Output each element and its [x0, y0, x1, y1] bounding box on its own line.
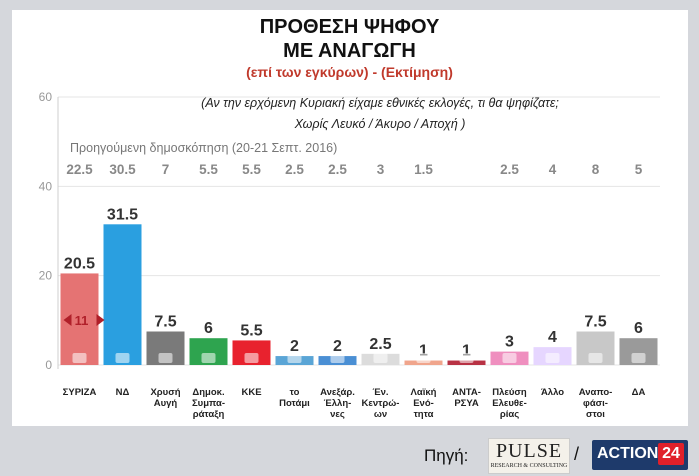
- footer: Πηγή: PULSE RESEARCH & CONSULTING / ACTI…: [0, 436, 699, 476]
- category-label: ράταξη: [193, 409, 225, 420]
- previous-value-label: 7: [162, 162, 170, 177]
- action24-logo-text: ACTION: [597, 445, 659, 462]
- value-label: 6: [634, 320, 643, 337]
- category-label: ΣΥΡΙΖΑ: [63, 387, 97, 398]
- category-label: Έλλη-: [324, 398, 352, 409]
- value-label: 2.5: [369, 336, 391, 353]
- pulse-logo-subtext: RESEARCH & CONSULTING: [490, 463, 568, 469]
- previous-value-label: 2.5: [285, 162, 304, 177]
- party-logo-icon: [373, 353, 388, 363]
- pulse-logo-text: PULSE: [495, 440, 563, 462]
- chart-title-line1: ΠΡΟΘΕΣΗ ΨΗΦΟΥ: [259, 16, 440, 38]
- category-label: ΚΚΕ: [241, 387, 261, 398]
- value-label: 5.5: [240, 322, 262, 339]
- previous-value-label: 22.5: [66, 162, 93, 177]
- previous-value-label: 8: [592, 162, 600, 177]
- action24-logo: ACTION 24: [592, 440, 688, 470]
- bar: [103, 224, 142, 365]
- previous-value-label: 30.5: [109, 162, 136, 177]
- previous-value-label: 2.5: [328, 162, 347, 177]
- party-logo-icon: [244, 353, 259, 363]
- previous-value-label: 5.5: [199, 162, 218, 177]
- category-label: ΔΑ: [632, 387, 646, 398]
- category-label: το: [290, 387, 300, 398]
- value-label: 1: [462, 343, 471, 360]
- category-label: τητα: [414, 409, 434, 420]
- y-tick-label: 0: [45, 358, 52, 372]
- previous-value-label: 5: [635, 162, 643, 177]
- previous-value-label: 2.5: [500, 162, 519, 177]
- party-logo-icon: [631, 353, 646, 363]
- party-logo-icon: [287, 353, 302, 363]
- party-logo-icon: [72, 353, 87, 363]
- previous-value-label: 4: [549, 162, 557, 177]
- gap-annotation: 11: [75, 313, 89, 328]
- value-label: 4: [548, 329, 557, 346]
- party-logo-icon: [459, 353, 474, 363]
- value-label: 1: [419, 343, 428, 360]
- value-label: 31.5: [107, 206, 138, 223]
- category-label: ΑΝΤΑ-: [452, 387, 481, 398]
- category-label: Δημοκ.: [192, 387, 224, 398]
- category-label: Ανεξάρ.: [320, 387, 355, 398]
- category-label: Ενό-: [413, 398, 434, 409]
- y-tick-label: 20: [39, 269, 53, 283]
- category-label: Συμπα-: [192, 398, 225, 409]
- category-label: Αυγή: [154, 398, 178, 409]
- category-label: Χρυσή: [150, 387, 180, 398]
- party-logo-icon: [330, 353, 345, 363]
- value-label: 7.5: [584, 314, 606, 331]
- party-logo-icon: [416, 353, 431, 363]
- category-label: νες: [330, 409, 345, 420]
- question-line2: Χωρίς Λευκό / Άκυρο / Αποχή ): [294, 117, 466, 131]
- category-label: Πλεύση: [492, 387, 527, 398]
- party-logo-icon: [545, 353, 560, 363]
- value-label: 2: [333, 338, 342, 355]
- value-label: 20.5: [64, 255, 95, 272]
- category-label: ΝΔ: [116, 387, 130, 398]
- category-label: Κεντρώ-: [362, 398, 400, 409]
- source-label: Πηγή:: [424, 446, 469, 465]
- value-label: 6: [204, 320, 213, 337]
- y-tick-label: 40: [39, 179, 53, 193]
- previous-value-label: 3: [377, 162, 385, 177]
- category-label: Ποτάμι: [279, 398, 310, 409]
- party-logo-icon: [115, 353, 130, 363]
- category-label: φάσι-: [583, 398, 608, 409]
- category-label: Έν.: [372, 387, 388, 398]
- party-logo-icon: [502, 353, 517, 363]
- category-label: στοι: [586, 409, 605, 420]
- category-label: Άλλο: [541, 387, 564, 398]
- value-label: 7.5: [154, 314, 176, 331]
- left-arrow-icon: [63, 314, 72, 326]
- value-label: 3: [505, 334, 514, 351]
- category-label: Αναπο-: [579, 387, 613, 398]
- chart-subtitle: (επί των εγκύρων) - (Εκτίμηση): [246, 64, 453, 80]
- category-label: ρίας: [500, 409, 519, 420]
- previous-value-label: 5.5: [242, 162, 261, 177]
- category-label: ΡΣΥΑ: [454, 398, 479, 409]
- category-label: ων: [374, 409, 387, 420]
- right-arrow-icon: [96, 314, 105, 326]
- previous-value-label: 1.5: [414, 162, 433, 177]
- y-tick-label: 60: [39, 90, 53, 104]
- pulse-logo: PULSE RESEARCH & CONSULTING: [488, 438, 570, 474]
- value-label: 2: [290, 338, 299, 355]
- party-logo-icon: [158, 353, 173, 363]
- question-line1: (Αν την ερχόμενη Κυριακή είχαμε εθνικές …: [201, 96, 559, 110]
- previous-poll-label: Προηγούμενη δημοσκόπηση (20-21 Σεπτ. 201…: [70, 141, 338, 155]
- category-label: Λαϊκή: [411, 387, 437, 398]
- party-logo-icon: [201, 353, 216, 363]
- chart-title-line2: ΜΕ ΑΝΑΓΩΓΗ: [283, 40, 416, 62]
- bar-chart: 020406020.522.5ΣΥΡΙΖΑ31.530.5ΝΔ7.57Χρυσή…: [39, 90, 660, 420]
- action24-logo-number: 24: [658, 443, 684, 465]
- category-label: Ελευθε-: [492, 398, 526, 409]
- logo-separator: /: [574, 444, 580, 464]
- party-logo-icon: [588, 353, 603, 363]
